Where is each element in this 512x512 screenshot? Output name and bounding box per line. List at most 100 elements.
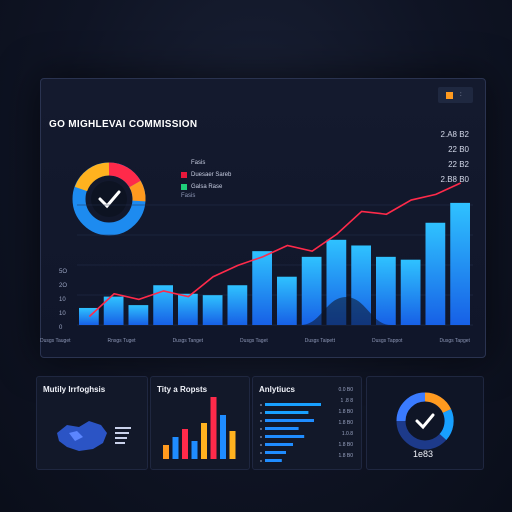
y-label: 5O — [59, 269, 68, 275]
badge-label: : — [458, 92, 465, 98]
mini-bar — [182, 429, 188, 459]
x-label: Dusgs Tappot — [371, 338, 403, 344]
analytics-value: 1.8 B0 — [338, 409, 353, 415]
mini-bar — [163, 445, 169, 459]
bar — [277, 276, 297, 325]
checkmark-icon — [415, 413, 435, 430]
wave-overlay — [301, 297, 391, 325]
donut-segment-yellow — [74, 162, 110, 192]
analytics-value: 1 .8 8 — [340, 398, 353, 404]
bar-line-chart — [77, 182, 473, 326]
card-title: Mutily Irrfoghsis — [43, 385, 106, 394]
gauge-arc-blue — [396, 392, 426, 422]
mini-bar-chart — [163, 397, 236, 459]
hbar — [265, 459, 282, 462]
analytics-value: 1.8 B0 — [338, 453, 353, 459]
y-label: 2O — [59, 283, 68, 289]
legend-label-1: Duesaer Sareb — [191, 172, 232, 178]
donut-segment-orange — [129, 180, 146, 202]
y-label: 10 — [59, 311, 66, 317]
right-value: 2.A8 B2 — [440, 130, 469, 139]
y-label: 0 — [59, 325, 63, 331]
hbar — [265, 411, 309, 414]
x-label: Dusgs Tanget — [172, 338, 204, 344]
mini-bar — [191, 441, 198, 459]
donut-segment-red — [108, 162, 141, 188]
bullet-dot — [260, 436, 262, 438]
legend-swatch-2 — [181, 184, 187, 190]
legend-item-1: Duesaer Sareb — [181, 169, 231, 181]
hbar — [265, 435, 305, 438]
analytics-values: 0.0 B0 1 .8 8 1.8 B0 1.8 B0 1.0.8 1.8 B0… — [339, 385, 353, 462]
x-label: Dusgs Taget — [240, 338, 268, 344]
mini-bar — [172, 437, 179, 459]
bar — [400, 259, 421, 325]
legend: Fasis Duesaer Sareb Galsa Rase — [181, 157, 231, 193]
legend-swatch-1 — [181, 172, 187, 178]
gauge-chart — [396, 392, 454, 450]
analytics-value: 1.8 B0 — [338, 420, 353, 426]
x-label: Rnsgs Tuget — [107, 338, 136, 344]
legend-badge[interactable]: : — [438, 87, 473, 103]
card-analytics[interactable]: Anlytiucs 0.0 B0 1 .8 8 1.8 B0 1.8 B0 1.… — [252, 376, 362, 470]
bar — [425, 222, 446, 325]
right-value: 22 B2 — [448, 160, 469, 169]
bullet-dot — [260, 460, 262, 462]
orange-square-icon — [446, 91, 454, 99]
card-title: Anlytiucs — [259, 385, 296, 394]
checkmark-icon — [98, 190, 121, 209]
x-label: Dusgs Tauget — [40, 338, 71, 344]
analytics-value: 1.8 B0 — [338, 442, 353, 448]
bullet-dot — [260, 404, 262, 406]
hbar — [265, 443, 293, 446]
mini-bar — [201, 423, 207, 459]
bar — [202, 295, 223, 325]
bullet-dot — [260, 420, 262, 422]
x-label: Dusgs Taipett — [304, 338, 335, 344]
legend-item-2: Galsa Rase — [181, 181, 231, 193]
bar — [301, 256, 322, 325]
legend-label-2: Galsa Rase — [191, 184, 223, 190]
right-values: 2.A8 B2 22 B0 22 B2 2.B8 B0 — [441, 127, 469, 187]
donut-chart — [72, 162, 146, 236]
x-label: Dusgs Tapget — [439, 338, 470, 344]
card-gauge[interactable]: 1e83 — [366, 376, 484, 470]
legend-swatch-0 — [181, 160, 187, 166]
world-map-icon — [57, 421, 131, 451]
hbar — [265, 427, 299, 430]
bullet-dot — [260, 428, 262, 430]
main-chart-panel: : GO MIGHLEVAI COMMISSION Fasis Duesaer … — [40, 78, 486, 358]
hbar — [265, 419, 314, 422]
mini-bar — [220, 415, 226, 459]
bar — [128, 305, 149, 325]
trend-line — [88, 182, 461, 318]
bullet-dot — [260, 412, 262, 414]
bar — [153, 285, 173, 325]
bar — [227, 285, 248, 325]
gauge-arc-orange — [424, 392, 452, 414]
right-value: 2.B8 B0 — [440, 175, 469, 184]
card-title: Tity a Ropsts — [157, 385, 208, 394]
page-title: GO MIGHLEVAI COMMISSION — [49, 119, 198, 130]
legend-label-0: Fasis — [191, 160, 206, 166]
analytics-value: 0.0 B0 — [338, 387, 353, 393]
bar — [376, 256, 396, 325]
bar — [103, 296, 124, 325]
bar — [178, 293, 198, 325]
legend-subtitle: Fasis — [181, 193, 196, 199]
hbar — [265, 451, 286, 454]
bar — [450, 202, 470, 325]
hbar — [265, 403, 321, 406]
legend-item-0: Fasis — [181, 157, 231, 169]
gauge-arc-cyan — [439, 409, 454, 441]
right-value: 22 B0 — [448, 145, 469, 154]
mini-bar — [210, 397, 217, 459]
x-axis-labels: Dusgs Tauget Rnsgs Tuget Dusgs Tanget Du… — [40, 338, 470, 344]
analytics-value: 1.0.8 — [341, 431, 353, 437]
mini-bar — [229, 431, 236, 459]
card-reports[interactable]: Tity a Ropsts — [150, 376, 250, 470]
card-map[interactable]: Mutily Irrfoghsis — [36, 376, 148, 470]
y-axis-labels: 5O 2O 10 10 0 — [59, 265, 67, 335]
y-label: 10 — [59, 297, 66, 303]
bullet-dot — [260, 452, 262, 454]
